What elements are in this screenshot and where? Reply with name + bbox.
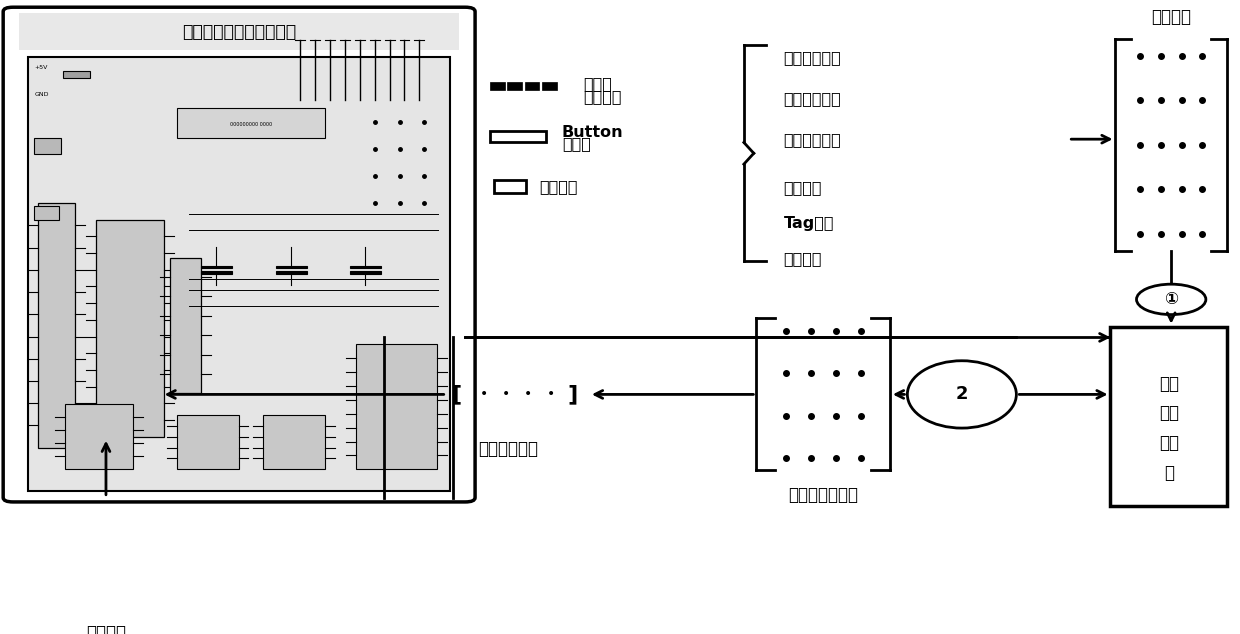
Text: •: • <box>480 387 487 401</box>
Text: 寄存器状态矩阵: 寄存器状态矩阵 <box>789 486 858 504</box>
Bar <box>350 266 381 268</box>
Text: 000000000 0000: 000000000 0000 <box>229 122 272 127</box>
Text: 块: 块 <box>1163 464 1174 482</box>
Text: 电路连线及在线模拟窗口: 电路连线及在线模拟窗口 <box>182 23 296 41</box>
Text: Tag属性: Tag属性 <box>784 216 835 231</box>
Bar <box>263 415 325 469</box>
Text: $f(x)$: $f(x)$ <box>88 570 124 593</box>
Bar <box>356 344 436 469</box>
Bar <box>35 206 60 219</box>
Circle shape <box>1137 284 1205 314</box>
Text: +5V: +5V <box>35 65 47 70</box>
Bar <box>66 404 133 469</box>
Text: 控件集: 控件集 <box>562 136 590 151</box>
Text: •: • <box>502 387 510 401</box>
Text: Button: Button <box>562 125 624 140</box>
Bar <box>20 13 459 49</box>
Text: 显示函数: 显示函数 <box>86 624 126 634</box>
Bar <box>490 131 546 142</box>
Bar <box>525 82 539 90</box>
Text: 信模: 信模 <box>1158 434 1179 452</box>
Text: 鼠标点击事件: 鼠标点击事件 <box>784 132 841 146</box>
Bar <box>38 204 74 448</box>
FancyBboxPatch shape <box>38 547 174 617</box>
Text: 定义控件: 定义控件 <box>583 89 621 105</box>
Bar <box>494 181 526 193</box>
Text: 鼠标移出事件: 鼠标移出事件 <box>784 91 841 106</box>
Bar <box>176 415 238 469</box>
Bar <box>1111 327 1226 506</box>
Text: 背景图片: 背景图片 <box>539 179 578 195</box>
Text: [: [ <box>451 384 461 404</box>
Text: 连线矩阵: 连线矩阵 <box>1151 8 1192 26</box>
Text: 鼠标经过事件: 鼠标经过事件 <box>784 50 841 65</box>
Bar <box>35 138 62 155</box>
Text: 及通: 及通 <box>1158 404 1179 422</box>
Bar <box>29 56 450 491</box>
Bar <box>275 266 306 268</box>
Bar <box>507 82 522 90</box>
Bar <box>201 266 232 268</box>
Bar <box>170 257 201 393</box>
Text: 用户自: 用户自 <box>583 75 611 91</box>
Bar <box>201 271 232 274</box>
Text: GND: GND <box>35 92 48 97</box>
Text: 2: 2 <box>956 385 968 403</box>
Ellipse shape <box>908 361 1017 428</box>
Text: ①: ① <box>1164 290 1178 308</box>
Bar <box>275 271 306 274</box>
Text: ]: ] <box>568 384 578 404</box>
Bar <box>490 82 505 90</box>
Bar <box>176 108 325 138</box>
Bar <box>350 271 381 274</box>
Bar <box>95 219 164 437</box>
Text: 颜色属性: 颜色属性 <box>784 251 822 266</box>
Bar <box>542 82 557 90</box>
Text: 管脚状态向量: 管脚状态向量 <box>479 440 538 458</box>
Text: 下载: 下载 <box>1158 375 1179 392</box>
Text: •: • <box>525 387 532 401</box>
Text: 鼠标形状: 鼠标形状 <box>784 181 822 195</box>
Text: •: • <box>547 387 554 401</box>
Bar <box>63 71 89 79</box>
FancyBboxPatch shape <box>4 7 475 502</box>
